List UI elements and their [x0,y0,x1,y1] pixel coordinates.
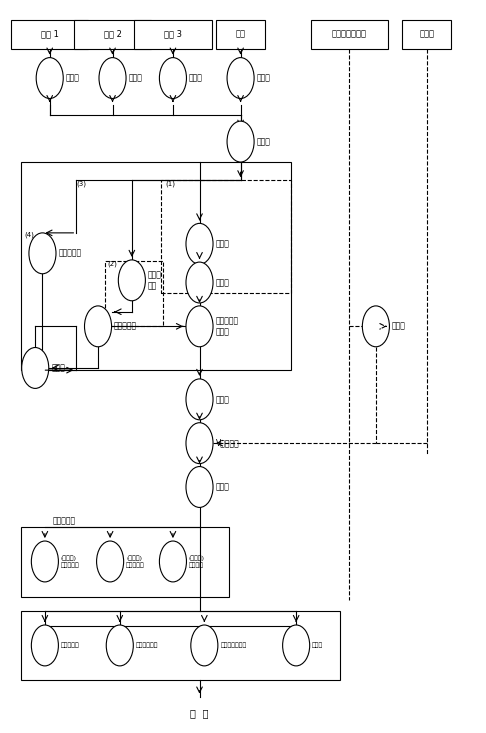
Text: 混合机: 混合机 [257,137,270,146]
Circle shape [32,625,58,666]
Text: (2): (2) [108,261,118,267]
Circle shape [32,541,58,582]
Circle shape [186,224,213,265]
Text: 整粒机: 整粒机 [215,395,229,404]
Bar [21,162,291,370]
Bar [11,20,88,49]
Circle shape [227,58,254,98]
Circle shape [118,260,145,301]
Circle shape [186,379,213,420]
Bar [21,527,228,597]
Text: 辅料 3: 辅料 3 [164,30,182,39]
Text: 烘房或沸腾
干燥床: 烘房或沸腾 干燥床 [215,317,239,336]
Circle shape [159,541,187,582]
Circle shape [227,121,254,162]
Text: 成  品: 成 品 [190,708,209,718]
Circle shape [186,306,213,347]
Bar [105,261,163,326]
Bar [74,20,151,49]
Text: (密闭型)
悬浮包衣机: (密闭型) 悬浮包衣机 [61,556,80,567]
Bar [216,20,265,49]
Text: (密闭型)
高效包衣机: (密闭型) 高效包衣机 [126,556,145,567]
Text: 粉碎机: 粉碎机 [51,364,65,372]
Circle shape [186,423,213,463]
Bar [134,20,211,49]
Text: 塑料泡罩包装机: 塑料泡罩包装机 [220,643,246,648]
Circle shape [283,625,310,666]
Text: 润滑剂: 润滑剂 [419,30,434,39]
Text: 混合制
粒机: 混合制 粒机 [148,270,162,290]
Circle shape [97,541,123,582]
Text: 十粉压缩机: 十粉压缩机 [58,248,82,258]
Circle shape [191,625,218,666]
Text: 瓶装机: 瓶装机 [312,643,323,648]
Circle shape [159,58,187,98]
Text: 双铝箔包装机: 双铝箔包装机 [136,643,158,648]
Bar [21,611,340,680]
Text: 包衣片路线: 包衣片路线 [52,516,76,525]
Circle shape [29,233,56,273]
Text: 辅料 2: 辅料 2 [104,30,122,39]
Text: (4): (4) [25,232,35,238]
Text: (3): (3) [76,180,87,187]
Bar [402,20,451,49]
Text: 筛粉机: 筛粉机 [128,73,142,83]
Text: 主药: 主药 [236,30,245,39]
Circle shape [186,262,213,303]
Text: 筛粉机: 筛粉机 [189,73,203,83]
Circle shape [36,58,63,98]
Text: 磨粉机: 磨粉机 [257,73,270,83]
Text: 压片机: 压片机 [215,482,229,492]
Text: 粉碎机: 粉碎机 [66,73,80,83]
Text: (1): (1) [166,180,175,187]
Circle shape [22,347,49,388]
Text: (开口型)
锅包衣机: (开口型) 锅包衣机 [189,556,205,567]
Text: 辅料 1: 辅料 1 [41,30,59,39]
Text: 沸腾制粒机: 沸腾制粒机 [114,322,137,331]
Text: 塑料瓶装机: 塑料瓶装机 [61,643,80,648]
Bar [161,180,291,293]
Circle shape [99,58,126,98]
Circle shape [363,306,389,347]
Text: V型混合机: V型混合机 [215,438,239,448]
Circle shape [106,625,133,666]
Text: 粘合剂或润湿剂: 粘合剂或润湿剂 [332,30,367,39]
Text: 混合机: 混合机 [392,322,406,331]
Text: 混合机: 混合机 [215,239,229,248]
Bar [311,20,388,49]
Circle shape [85,306,112,347]
Circle shape [186,466,213,507]
Text: 颗粒机: 颗粒机 [215,278,229,287]
